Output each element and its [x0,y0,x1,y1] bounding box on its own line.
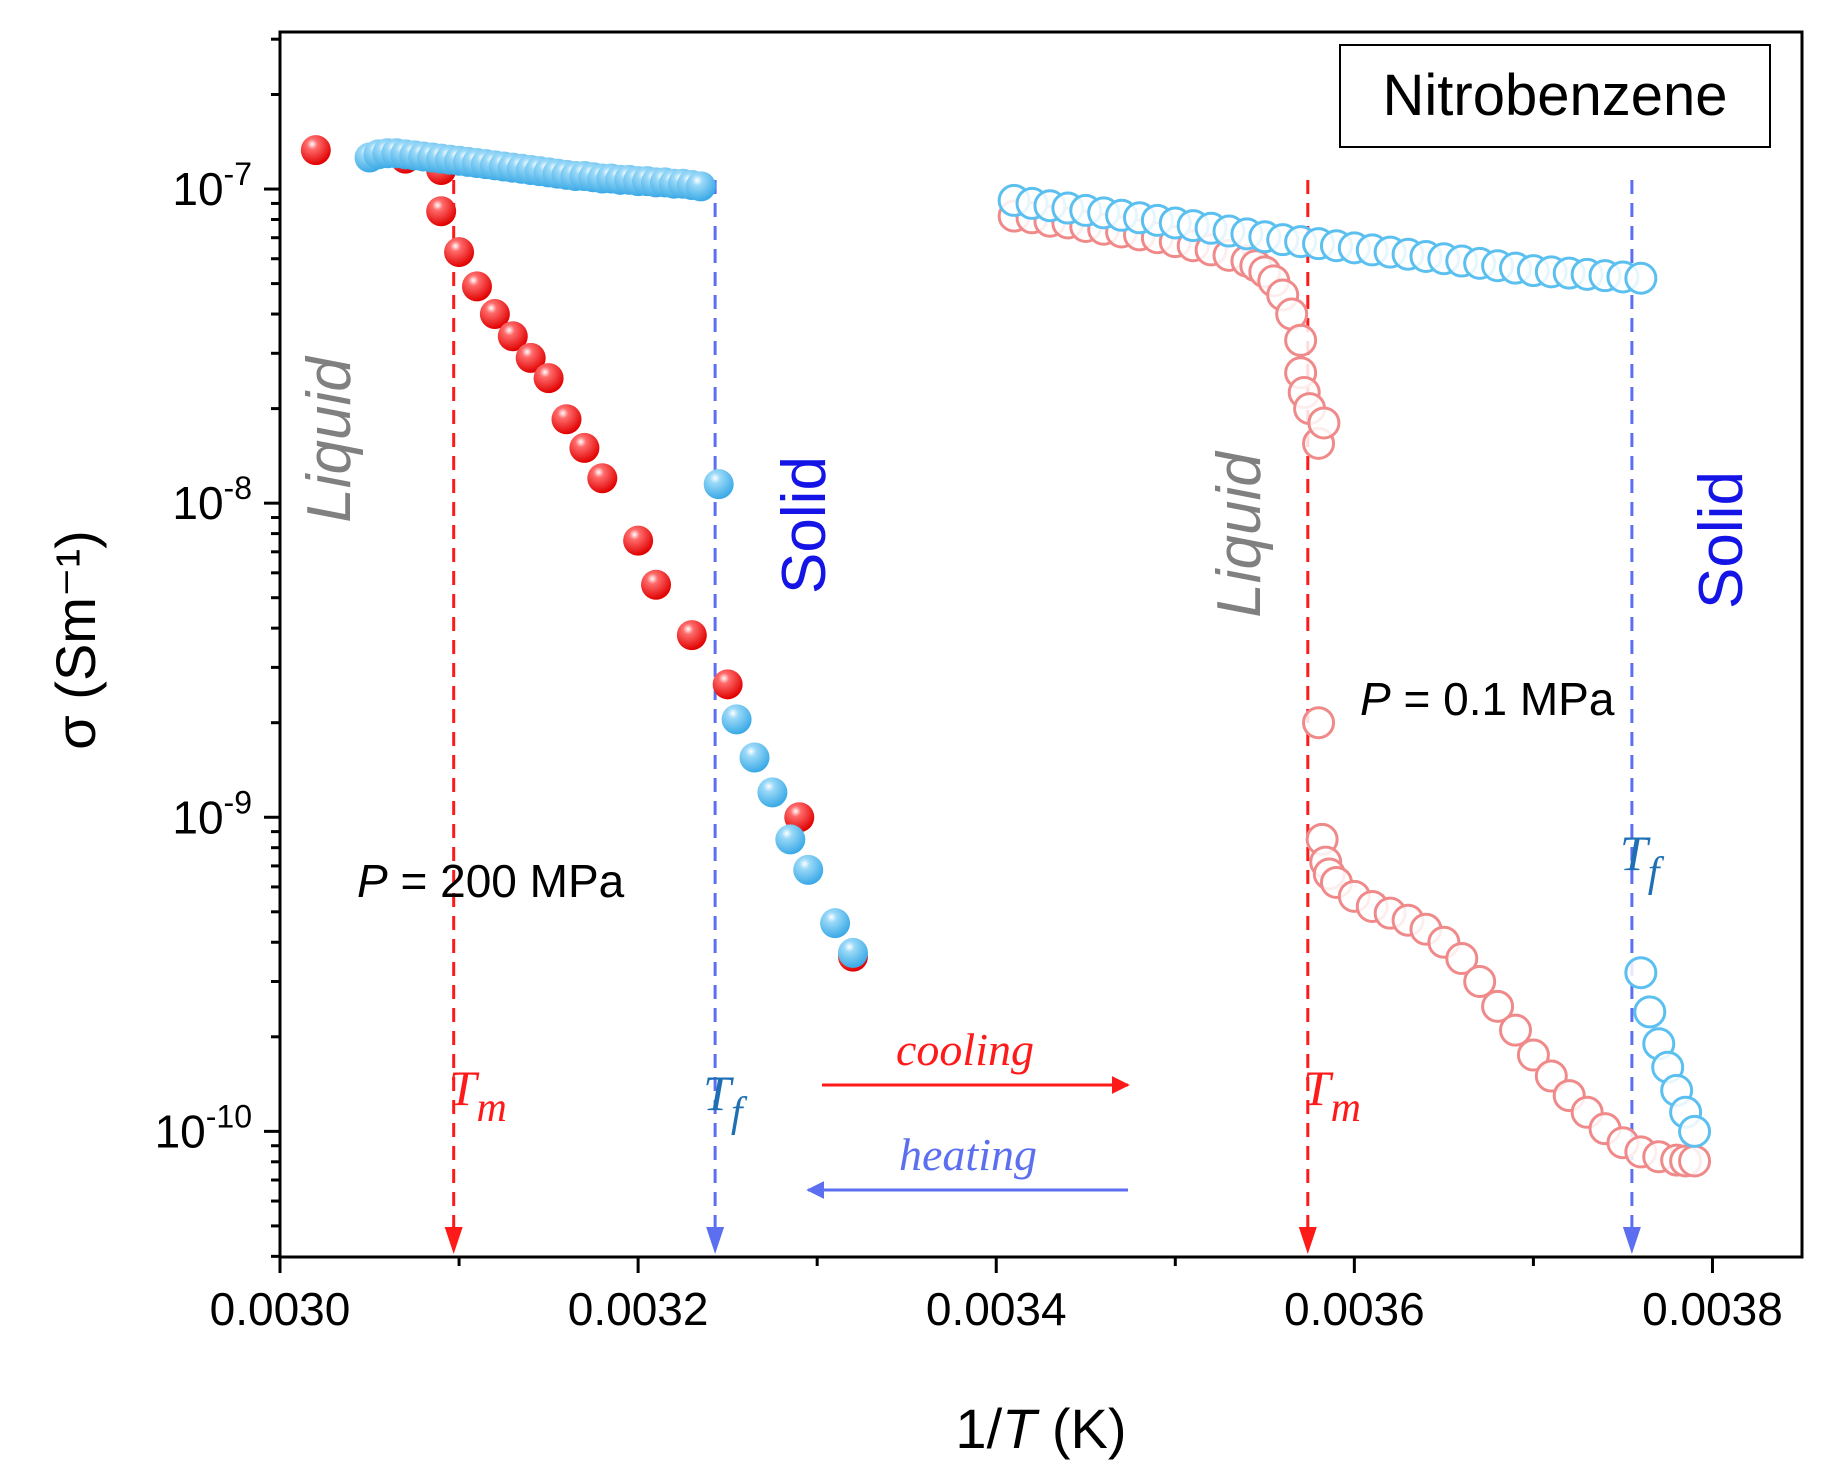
data-point [497,321,528,352]
x-axis-label: 1/T (K) [955,1397,1126,1460]
data-point [676,620,707,651]
data-point [569,432,600,463]
x-tick-label: 0.0036 [1284,1283,1425,1335]
data-point [1624,956,1658,990]
title-box: Nitrobenzene [1339,44,1771,148]
data-point [1302,706,1336,740]
transition-arrowhead-1 [706,1227,725,1254]
data-point [1307,406,1341,440]
x-axis-ticks: 0.0030 0.0032 0.0034 0.0036 0.0038 [210,1257,1783,1335]
liquid-label-01mpa: Liquid [1205,450,1274,618]
cooling-label: cooling [896,1024,1034,1075]
data-point [1284,323,1318,357]
y-axis-label-text: σ (Sm⁻¹) [44,530,107,750]
data-point [551,404,582,435]
x-tick-label: 0.0034 [926,1283,1067,1335]
data-point [1678,1144,1712,1178]
pressure-01mpa-label: P = 0.1 MPa [1360,673,1615,725]
data-point [1624,261,1658,295]
y-tick-label: 10-8 [172,470,252,529]
transition-label-2: Tm [1303,1060,1361,1131]
y-tick-label: 10-9 [172,784,252,843]
transition-label-0: Tm [449,1060,507,1131]
data-series [300,135,1712,1178]
data-point [1678,1114,1712,1148]
solid-label-01mpa: Solid [1687,471,1756,609]
y-tick-label: 10-10 [155,1098,252,1157]
data-point [300,135,331,166]
data-point [739,742,770,773]
data-point [444,237,475,268]
data-point [1445,942,1479,976]
data-point [1516,1038,1550,1072]
x-tick-label: 0.0030 [210,1283,351,1335]
transition-label-3: Tf [1620,825,1665,896]
transition-arrowhead-2 [1298,1227,1317,1254]
data-point [587,463,618,494]
series-1 [354,138,868,968]
data-point [533,363,564,394]
chart-title: Nitrobenzene [1383,63,1728,128]
x-tick-label: 0.0032 [568,1283,709,1335]
data-point [820,908,851,939]
heating-label: heating [899,1129,1037,1180]
data-point [712,669,743,700]
y-axis-label: σ (Sm⁻¹) [44,530,107,750]
transition-arrowhead-0 [444,1227,463,1254]
transition-arrowhead-3 [1622,1227,1641,1254]
y-tick-label: 10-7 [172,156,252,215]
data-point [685,171,716,202]
data-point [515,342,546,373]
series-3 [997,183,1712,1148]
axes [278,30,1804,1259]
y-axis-ticks: 10-7 10-8 10-9 10-10 [155,37,280,1258]
data-point [703,469,734,500]
pressure-200mpa-label: P = 200 MPa [357,855,625,907]
data-point [721,704,752,735]
data-point [775,824,806,855]
data-point [623,525,654,556]
data-point [641,569,672,600]
data-point [1481,989,1515,1023]
plot-frame [278,30,1804,1259]
annotations: Liquid Solid Liquid Solid P = 200 MPa P … [295,355,1756,1199]
transition-label-1: Tf [703,1065,748,1136]
data-point [1633,995,1667,1029]
data-point [479,299,510,330]
data-point [1499,1013,1533,1047]
data-point [793,854,824,885]
liquid-label-200mpa: Liquid [295,355,364,523]
data-point [837,937,868,968]
data-point [426,196,457,227]
data-point [757,777,788,808]
x-tick-label: 0.0038 [1642,1283,1783,1335]
data-point [1463,964,1497,998]
data-point [461,271,492,302]
solid-label-200mpa: Solid [770,456,839,594]
